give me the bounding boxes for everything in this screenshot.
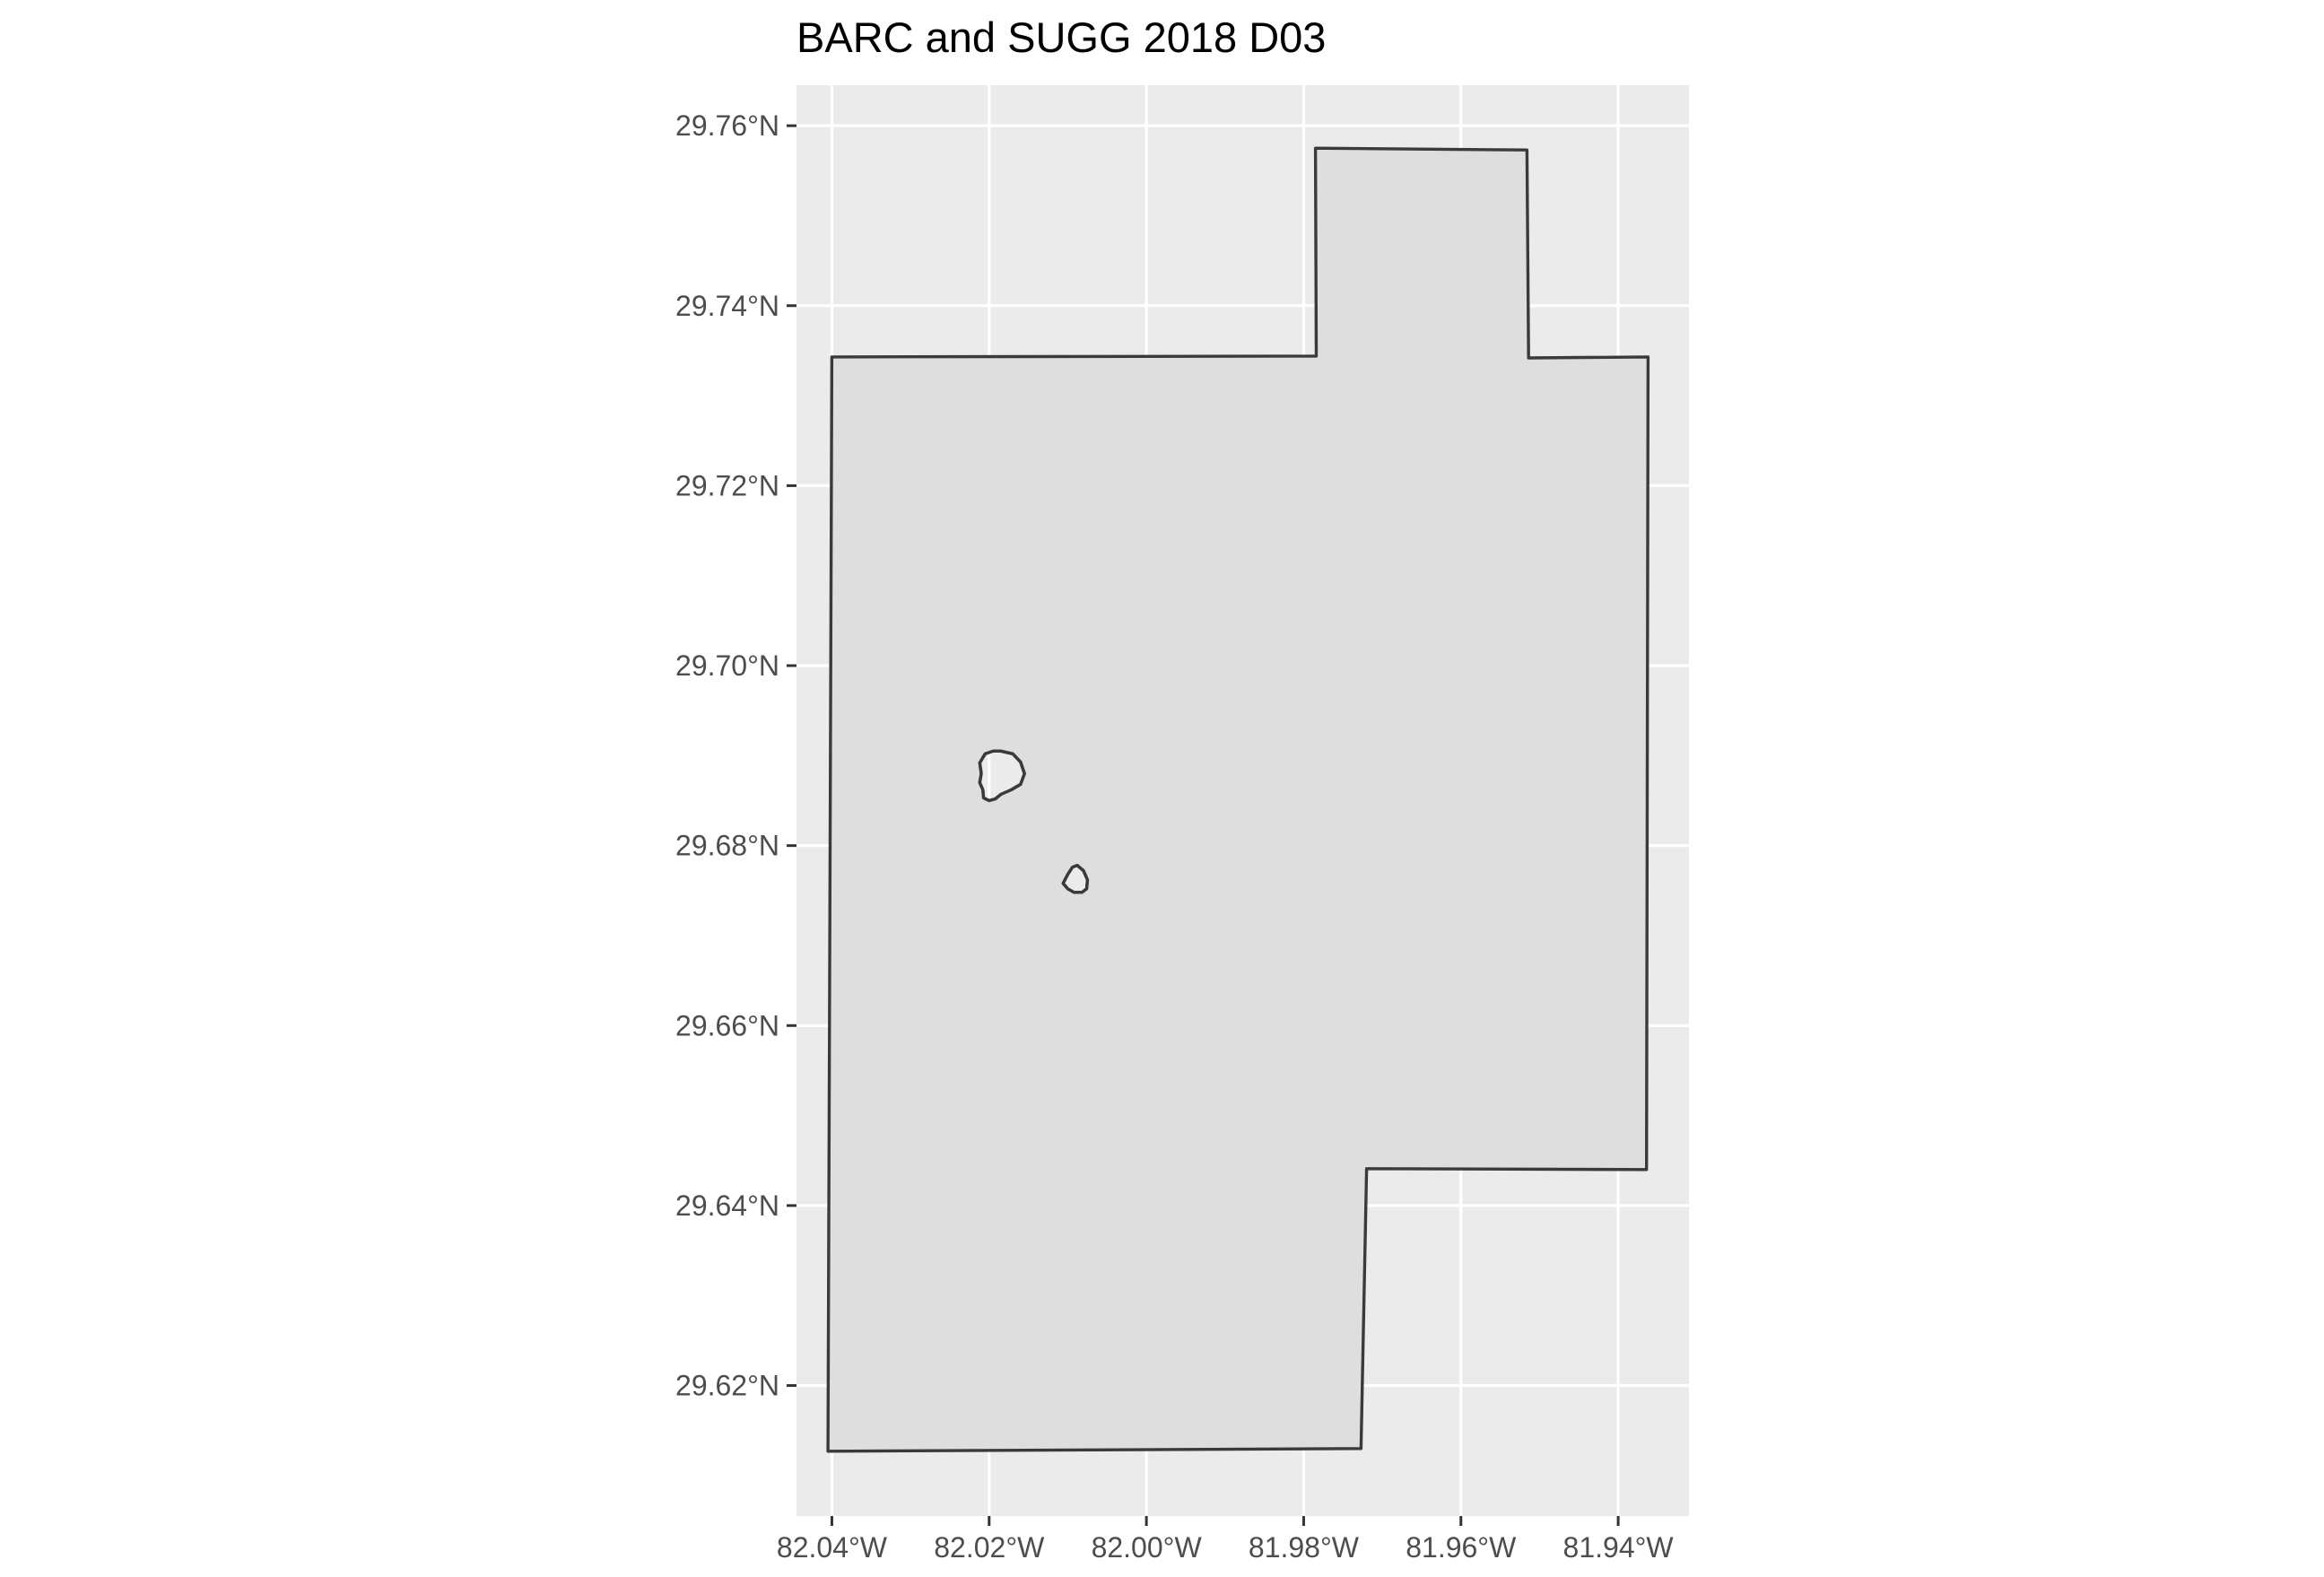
map-title: BARC and SUGG 2018 D03 <box>796 13 1326 61</box>
x-axis: 82.04°W 82.02°W 82.00°W 81.98°W 81.96°W 81.94… <box>777 1516 1675 1564</box>
x-tick-label-2: 82.00°W <box>1092 1531 1203 1564</box>
y-tick-label-7: 29.76°N <box>675 109 779 142</box>
x-tick-label-5: 81.94°W <box>1563 1531 1675 1564</box>
x-tick-label-0: 82.04°W <box>777 1531 888 1564</box>
x-tick-label-1: 82.02°W <box>934 1531 1045 1564</box>
y-tick-label-5: 29.72°N <box>675 469 779 501</box>
y-tick-label-4: 29.70°N <box>675 649 779 682</box>
y-tick-label-3: 29.68°N <box>675 830 779 862</box>
y-tick-label-2: 29.66°N <box>675 1009 779 1041</box>
y-tick-label-6: 29.74°N <box>675 290 779 322</box>
map-features <box>826 146 1650 1453</box>
x-tick-label-4: 81.96°W <box>1406 1531 1517 1564</box>
y-tick-label-0: 29.62°N <box>675 1370 779 1402</box>
x-tick-label-3: 81.98°W <box>1249 1531 1360 1564</box>
polygon-hole-0 <box>978 749 1026 803</box>
polygon-hole-1 <box>1061 864 1090 894</box>
y-tick-label-1: 29.64°N <box>675 1189 779 1222</box>
y-axis: 29.62°N 29.64°N 29.66°N 29.68°N 29.70°N 29.72… <box>675 109 796 1402</box>
